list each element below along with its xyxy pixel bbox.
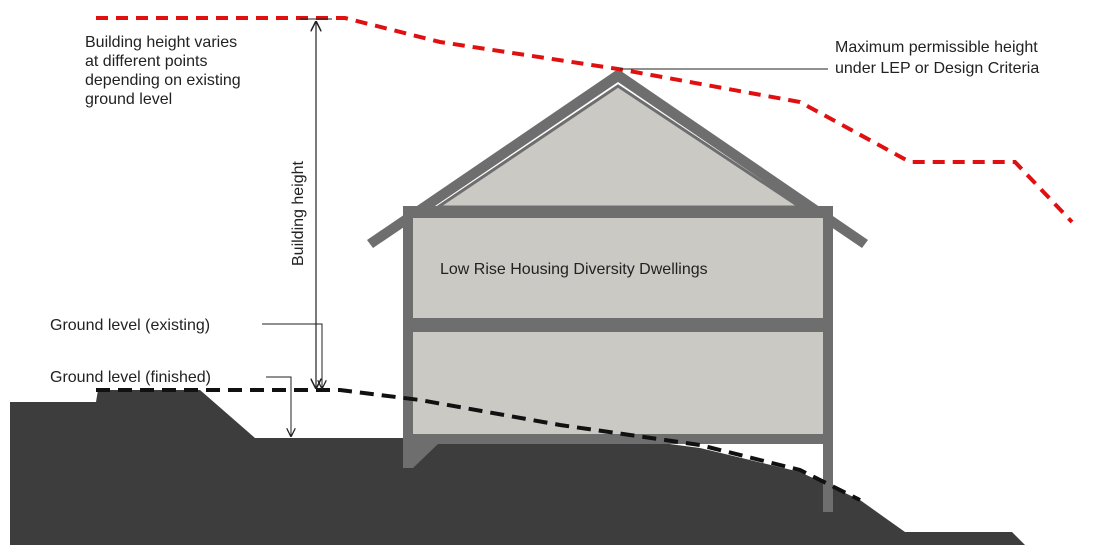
note-line-4: ground level — [85, 91, 172, 108]
ground-terrain-right — [405, 430, 1025, 545]
ground-terrain — [10, 390, 405, 545]
note-line-1: Building height varies — [85, 34, 237, 51]
lower-floor — [413, 332, 823, 434]
note-line-2: at different points — [85, 53, 207, 70]
max-height-label-1: Maximum permissible height — [835, 39, 1038, 56]
roof-fill — [433, 84, 805, 209]
right-footing — [823, 444, 833, 512]
existing-ground-line — [96, 388, 861, 502]
note-line-3: depending on existing — [85, 72, 241, 89]
dwelling-label: Low Rise Housing Diversity Dwellings — [440, 261, 708, 278]
max-height-line — [96, 16, 1074, 224]
ground-existing-leader — [262, 323, 322, 388]
left-footing — [403, 444, 438, 468]
max-height-label-2: under LEP or Design Criteria — [835, 60, 1039, 77]
ground-finished-leader — [266, 376, 291, 436]
ground-existing-label: Ground level (existing) — [50, 317, 210, 334]
building-height-label: Building height — [290, 160, 307, 266]
ground-finished-label: Ground level (finished) — [50, 369, 211, 386]
upper-floor — [413, 218, 823, 318]
